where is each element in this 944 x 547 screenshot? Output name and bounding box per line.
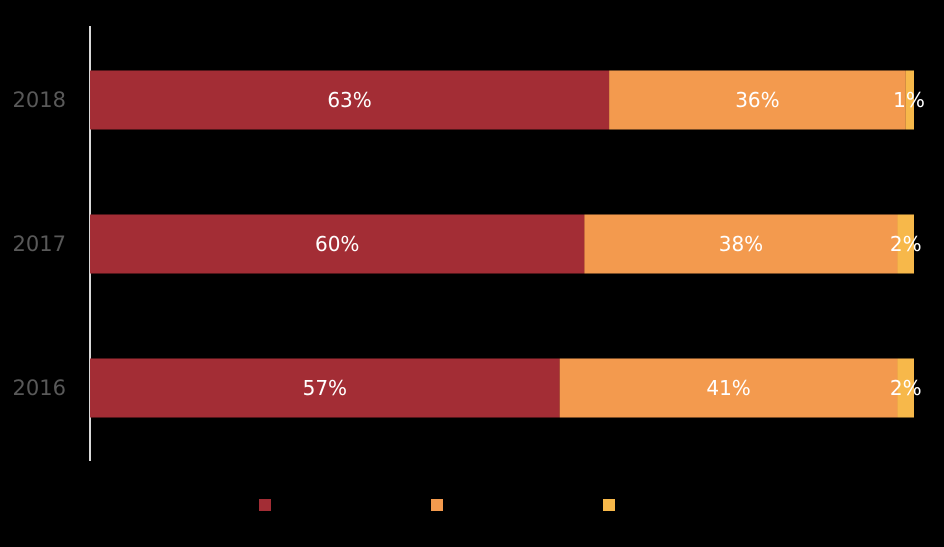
bar-segment-2 xyxy=(584,214,898,274)
data-label: 1% xyxy=(893,88,925,112)
legend-swatch-3 xyxy=(603,499,615,511)
bar-segment-3 xyxy=(905,70,914,130)
category-label: 2017 xyxy=(13,232,66,256)
data-label: 2% xyxy=(890,232,922,256)
data-label: 60% xyxy=(315,232,359,256)
legend-swatch-1 xyxy=(259,499,271,511)
bar-segment-1 xyxy=(90,358,560,418)
data-label: 36% xyxy=(735,88,779,112)
data-label: 41% xyxy=(706,376,750,400)
bar-group: 2018 63% 36% 1% 2017 60% 38% 2% 2016 57% 41% 2% xyxy=(13,70,925,418)
bar-segment-3 xyxy=(897,214,914,274)
data-label: 38% xyxy=(719,232,763,256)
legend xyxy=(259,499,615,511)
data-label: 2% xyxy=(890,376,922,400)
bar-segment-2 xyxy=(609,70,906,130)
category-label: 2018 xyxy=(13,88,66,112)
bar-segment-1 xyxy=(90,214,585,274)
bar-segment-3 xyxy=(897,358,914,418)
data-label: 57% xyxy=(303,376,347,400)
bar-segment-2 xyxy=(559,358,898,418)
data-label: 63% xyxy=(327,88,371,112)
category-label: 2016 xyxy=(13,376,66,400)
bar-segment-1 xyxy=(90,70,610,130)
legend-swatch-2 xyxy=(431,499,443,511)
